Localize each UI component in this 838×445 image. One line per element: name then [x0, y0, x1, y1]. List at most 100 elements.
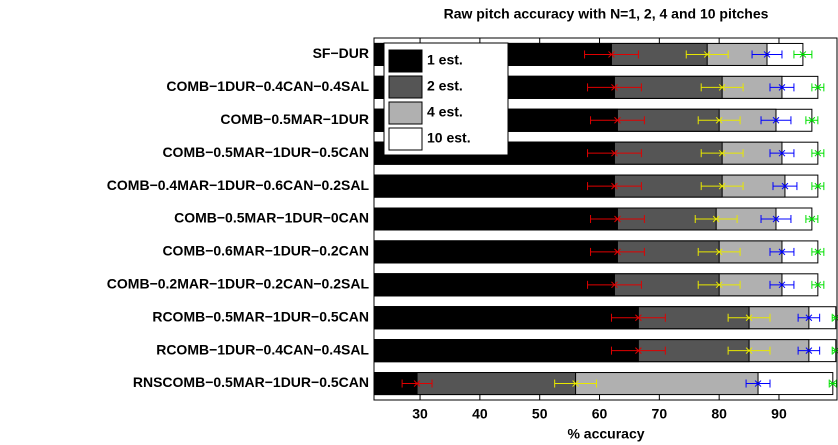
- bar: [373, 306, 639, 330]
- error-bar: [772, 182, 798, 191]
- error-marker: [718, 149, 726, 157]
- error-marker: [715, 281, 723, 289]
- error-marker: [799, 51, 807, 58]
- error-bar: [793, 50, 813, 59]
- error-bar: [769, 149, 795, 158]
- error-bar: [554, 379, 598, 388]
- y-tick-label: COMB−0.5MAR−1DUR: [220, 111, 369, 127]
- error-marker: [745, 347, 753, 354]
- legend-label: 1 est.: [427, 52, 463, 68]
- chart-title: Raw pitch accuracy with N=1, 2, 4 and 10…: [444, 6, 769, 22]
- error-marker: [778, 248, 786, 256]
- legend-label: 4 est.: [427, 104, 463, 120]
- y-tick-label: SF−DUR: [313, 45, 369, 61]
- x-tick-label: 60: [592, 406, 608, 422]
- x-tick-label: 30: [412, 406, 428, 422]
- error-bar: [590, 247, 645, 256]
- x-tick-label: 80: [711, 406, 727, 422]
- error-bar: [760, 215, 792, 223]
- error-bar: [610, 313, 666, 322]
- error-bar: [811, 280, 825, 289]
- error-bar: [697, 247, 741, 256]
- bar: [373, 240, 618, 264]
- error-marker: [703, 51, 711, 58]
- x-tick-label: 50: [532, 406, 548, 422]
- error-bar: [727, 313, 771, 322]
- legend-swatch: [388, 75, 423, 99]
- bar: [373, 339, 639, 363]
- error-bar: [828, 379, 837, 388]
- error-bar: [769, 280, 795, 289]
- error-bar: [700, 182, 744, 191]
- error-marker: [712, 215, 720, 223]
- error-marker: [781, 182, 789, 190]
- error-marker: [772, 215, 780, 223]
- bar: [373, 207, 618, 231]
- error-marker: [829, 380, 837, 387]
- error-bar: [694, 215, 738, 223]
- error-bar: [811, 149, 825, 158]
- error-bar: [811, 182, 825, 191]
- error-marker: [814, 281, 822, 289]
- error-marker: [611, 182, 618, 190]
- error-bar: [797, 313, 821, 322]
- error-marker: [614, 116, 621, 124]
- error-marker: [572, 380, 579, 387]
- y-tick-label: COMB−0.2MAR−1DUR−0.2CAN−0.2SAL: [107, 276, 370, 292]
- error-marker: [778, 149, 786, 157]
- error-marker: [778, 84, 786, 91]
- error-marker: [778, 281, 786, 289]
- legend-swatch: [388, 127, 423, 151]
- error-bar: [811, 83, 825, 92]
- x-tick-label: 90: [771, 406, 787, 422]
- error-bar: [811, 247, 825, 256]
- x-axis-label: % accuracy: [567, 426, 644, 442]
- x-tick-label: 70: [652, 406, 668, 422]
- error-bar: [587, 182, 642, 191]
- error-bar: [610, 346, 666, 355]
- plot-frame: [373, 37, 838, 401]
- error-bar: [697, 280, 741, 289]
- error-marker: [805, 314, 813, 322]
- error-bar: [745, 379, 771, 388]
- error-marker: [814, 84, 822, 91]
- x-tick-label: 40: [472, 406, 488, 422]
- error-bar: [805, 116, 819, 125]
- error-marker: [808, 116, 816, 124]
- error-marker: [814, 182, 822, 190]
- error-bar: [797, 346, 821, 355]
- y-tick-label: COMB−0.5MAR−1DUR−0CAN: [174, 210, 369, 226]
- y-tick-label: COMB−0.6MAR−1DUR−0.2CAN: [162, 243, 369, 259]
- legend-label: 2 est.: [427, 78, 463, 94]
- y-tick-label: RNSCOMB−0.5MAR−1DUR−0.5CAN: [133, 374, 369, 390]
- bar: [373, 174, 615, 198]
- error-bar: [401, 379, 433, 388]
- error-marker: [611, 149, 618, 157]
- error-bar: [584, 50, 639, 59]
- error-bar: [727, 346, 771, 355]
- error-bar: [751, 50, 783, 59]
- error-bar: [700, 149, 744, 158]
- error-marker: [808, 215, 816, 223]
- error-marker: [608, 51, 615, 58]
- y-tick-label: COMB−1DUR−0.4CAN−0.4SAL: [166, 78, 369, 94]
- legend-label: 10 est.: [427, 130, 471, 146]
- error-marker: [611, 84, 618, 91]
- y-tick-label: COMB−0.4MAR−1DUR−0.6CAN−0.2SAL: [107, 177, 370, 193]
- error-marker: [611, 281, 618, 289]
- error-marker: [715, 248, 723, 256]
- error-marker: [635, 347, 642, 354]
- legend: 1 est. 2 est. 4 est. 10 est.: [383, 42, 509, 156]
- error-marker: [413, 380, 421, 387]
- error-bar: [590, 215, 645, 223]
- error-bar: [760, 116, 792, 125]
- error-bar: [587, 83, 642, 92]
- error-marker: [718, 182, 726, 190]
- error-bar: [805, 215, 819, 223]
- legend-swatch: [388, 101, 423, 125]
- error-marker: [763, 51, 771, 58]
- y-tick-label: RCOMB−1DUR−0.4CAN−0.4SAL: [156, 341, 369, 357]
- error-bar: [769, 247, 795, 256]
- error-marker: [635, 314, 642, 322]
